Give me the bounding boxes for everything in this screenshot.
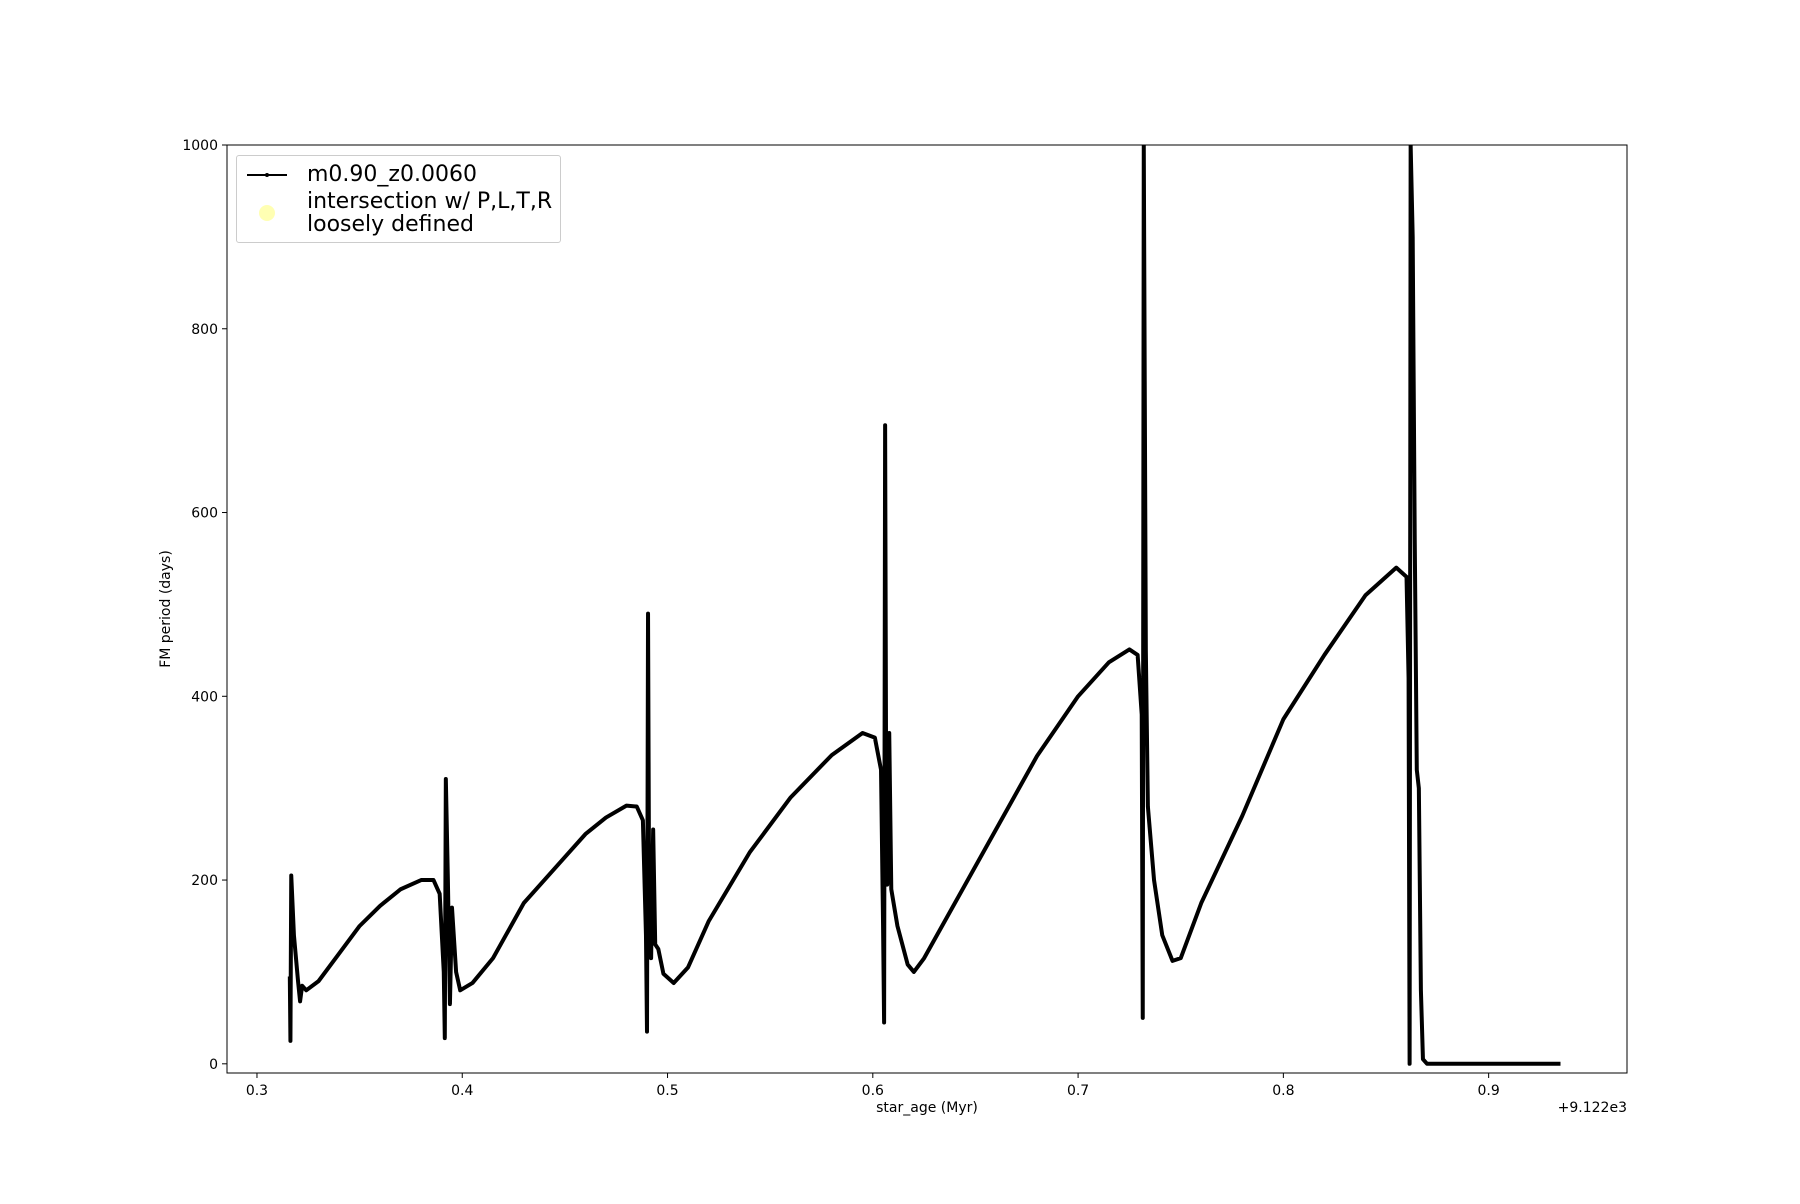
y-tick-label: 600 [191, 506, 218, 522]
x-tick-label: 0.7 [1067, 1083, 1089, 1099]
y-axis-label: FM period (days) [158, 550, 174, 668]
y-tick-label: 800 [191, 322, 218, 338]
x-tick-label: 0.6 [862, 1083, 884, 1099]
x-tick-label: 0.4 [451, 1083, 473, 1099]
x-tick-label: 0.5 [656, 1083, 678, 1099]
y-tick-label: 200 [191, 873, 218, 889]
legend-entry: m0.90_z0.0060 [245, 162, 552, 188]
y-tick-label: 1000 [182, 138, 218, 154]
plot-frame [226, 144, 1628, 1074]
legend-symbol [247, 173, 287, 177]
legend-label: intersection w/ P,L,T,R loosely defined [307, 189, 553, 238]
legend-label: m0.90_z0.0060 [307, 162, 477, 188]
x-tick-label: 0.3 [246, 1083, 268, 1099]
legend-symbol [259, 205, 275, 222]
legend-marker [265, 173, 269, 177]
legend-entry: intersection w/ P,L,T,R loosely defined [245, 190, 552, 236]
x-tick-label: 0.9 [1478, 1083, 1500, 1099]
y-tick-label: 0 [209, 1057, 218, 1073]
x-tick-label: 0.8 [1272, 1083, 1294, 1099]
y-tick-label: 400 [191, 689, 218, 705]
data-line [287, 145, 1561, 1066]
x-axis-label: star_age (Myr) [876, 1100, 978, 1116]
legend: m0.90_z0.0060 intersection w/ P,L,T,R loo… [236, 155, 562, 244]
x-offset-text: +9.122e3 [1558, 1100, 1627, 1116]
legend-marker [259, 205, 275, 222]
